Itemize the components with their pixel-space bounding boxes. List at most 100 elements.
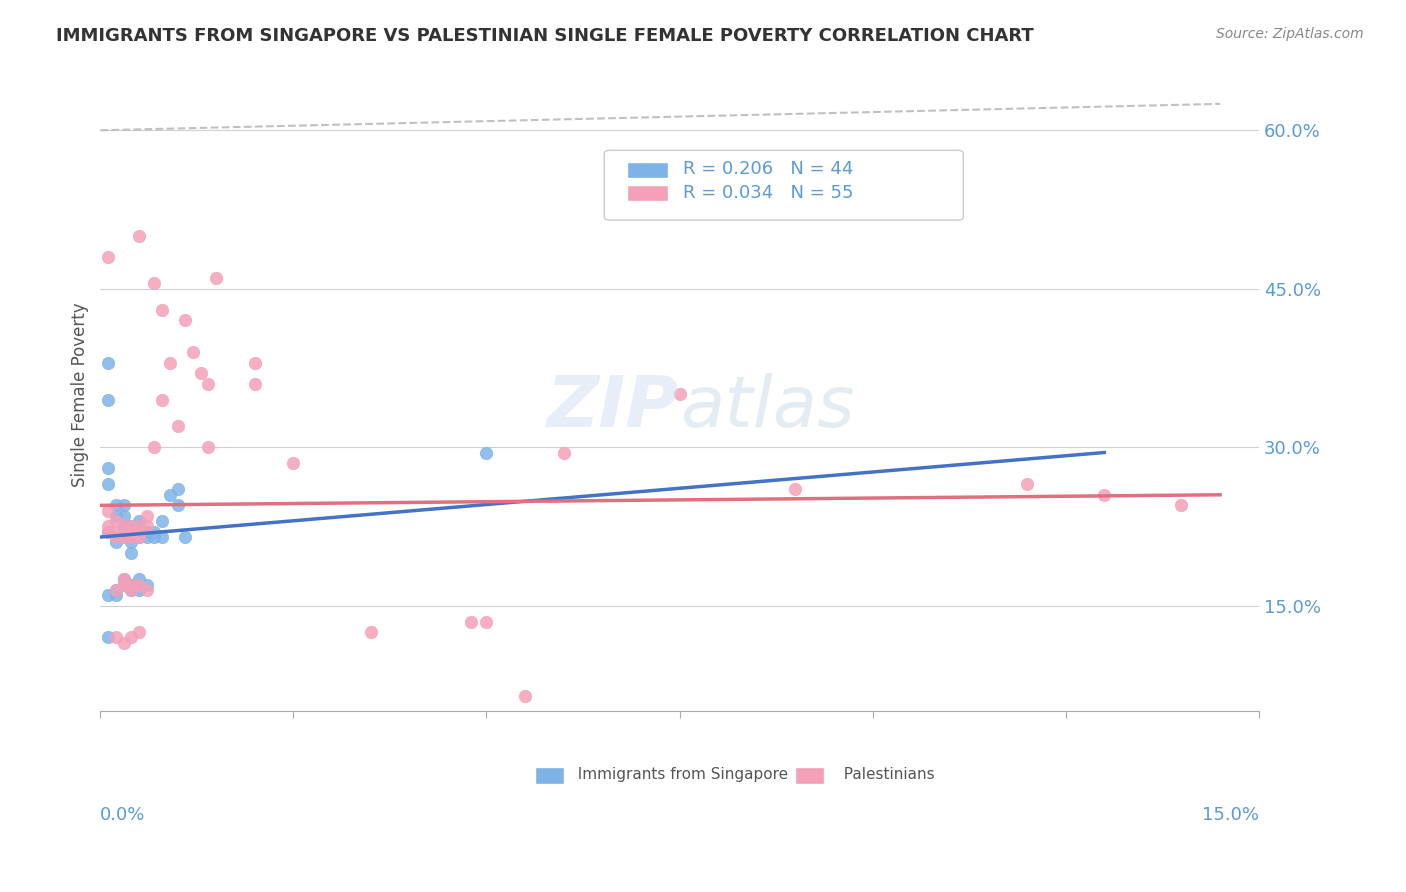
Point [104, 535, 127, 549]
Point [97, 356, 120, 370]
Point [150, 530, 173, 544]
Point [460, 615, 482, 629]
Point [97, 461, 120, 475]
Point [97, 524, 120, 539]
Point [150, 392, 173, 407]
Point [128, 572, 150, 586]
Point [104, 530, 127, 544]
Text: Source: ZipAtlas.com: Source: ZipAtlas.com [1216, 27, 1364, 41]
Point [143, 524, 166, 539]
Point [112, 577, 135, 591]
Point [120, 530, 142, 544]
Point [112, 530, 135, 544]
Point [360, 625, 382, 640]
Point [128, 519, 150, 533]
Point [190, 366, 212, 380]
Text: R = 0.034   N = 55: R = 0.034 N = 55 [683, 184, 853, 202]
Point [97, 503, 120, 517]
FancyBboxPatch shape [605, 151, 963, 220]
Point [120, 582, 142, 597]
Point [104, 631, 127, 645]
Bar [534, 766, 564, 784]
Point [513, 689, 536, 703]
Point [174, 530, 197, 544]
Point [181, 345, 204, 359]
Point [112, 636, 135, 650]
Point [120, 577, 142, 591]
Point [475, 615, 498, 629]
Text: Palestinians: Palestinians [796, 767, 935, 782]
Point [785, 483, 807, 497]
Point [143, 277, 166, 291]
Point [159, 488, 181, 502]
Point [97, 524, 120, 539]
Point [128, 625, 150, 640]
Point [120, 519, 142, 533]
Point [112, 524, 135, 539]
Point [150, 302, 173, 317]
Point [283, 456, 305, 470]
Point [104, 582, 127, 597]
Point [143, 530, 166, 544]
Point [243, 376, 266, 391]
Point [120, 530, 142, 544]
Text: ZIP: ZIP [547, 373, 679, 442]
Point [1092, 488, 1115, 502]
Point [104, 514, 127, 528]
Point [205, 271, 228, 285]
Point [128, 524, 150, 539]
Point [120, 524, 142, 539]
Point [104, 524, 127, 539]
Point [104, 508, 127, 523]
Text: IMMIGRANTS FROM SINGAPORE VS PALESTINIAN SINGLE FEMALE POVERTY CORRELATION CHART: IMMIGRANTS FROM SINGAPORE VS PALESTINIAN… [56, 27, 1033, 45]
Point [97, 631, 120, 645]
Point [104, 499, 127, 513]
Text: R = 0.206   N = 44: R = 0.206 N = 44 [683, 161, 853, 178]
Point [120, 535, 142, 549]
Point [104, 588, 127, 602]
Text: 0.0%: 0.0% [100, 806, 146, 824]
Point [197, 376, 219, 391]
Point [135, 582, 157, 597]
Point [104, 582, 127, 597]
Text: atlas: atlas [679, 373, 855, 442]
Point [135, 577, 157, 591]
Point [112, 572, 135, 586]
Y-axis label: Single Female Poverty: Single Female Poverty [72, 302, 89, 487]
Point [128, 577, 150, 591]
Point [120, 582, 142, 597]
Point [243, 356, 266, 370]
Point [150, 514, 173, 528]
Point [475, 445, 498, 459]
Point [128, 582, 150, 597]
Point [166, 483, 188, 497]
Point [135, 524, 157, 539]
Point [128, 530, 150, 544]
Point [166, 419, 188, 434]
Point [143, 440, 166, 454]
Point [120, 519, 142, 533]
Point [112, 519, 135, 533]
Point [97, 477, 120, 491]
Point [553, 445, 575, 459]
Point [97, 250, 120, 264]
Point [135, 524, 157, 539]
Point [97, 588, 120, 602]
Bar [627, 161, 668, 178]
Point [174, 313, 197, 327]
Point [112, 577, 135, 591]
Point [112, 499, 135, 513]
Point [128, 519, 150, 533]
Bar [796, 766, 824, 784]
Point [128, 514, 150, 528]
Point [120, 524, 142, 539]
Point [120, 577, 142, 591]
Point [135, 519, 157, 533]
Point [668, 387, 690, 401]
Point [128, 524, 150, 539]
Point [1170, 499, 1192, 513]
Point [112, 572, 135, 586]
Point [166, 499, 188, 513]
Point [112, 508, 135, 523]
Point [112, 519, 135, 533]
